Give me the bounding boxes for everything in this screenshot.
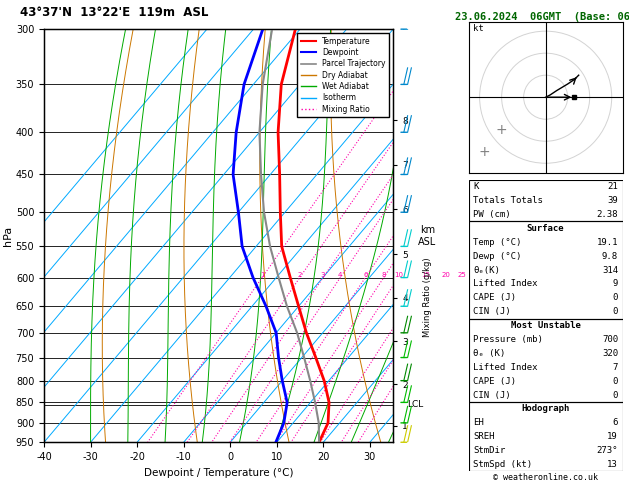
Text: Most Unstable: Most Unstable	[511, 321, 581, 330]
Text: 0: 0	[613, 307, 618, 316]
Text: 19: 19	[608, 432, 618, 441]
Text: 273°: 273°	[596, 446, 618, 455]
Text: CIN (J): CIN (J)	[473, 307, 511, 316]
Text: CAPE (J): CAPE (J)	[473, 294, 516, 302]
Text: PW (cm): PW (cm)	[473, 210, 511, 219]
Text: 9.8: 9.8	[602, 252, 618, 260]
Text: 0: 0	[613, 294, 618, 302]
Text: 8: 8	[381, 272, 386, 278]
Text: Lifted Index: Lifted Index	[473, 279, 538, 289]
Bar	[469, 319, 623, 402]
Text: kt: kt	[473, 24, 484, 33]
Legend: Temperature, Dewpoint, Parcel Trajectory, Dry Adiabat, Wet Adiabat, Isotherm, Mi: Temperature, Dewpoint, Parcel Trajectory…	[297, 33, 389, 117]
Text: SREH: SREH	[473, 432, 495, 441]
Bar	[469, 222, 623, 319]
Text: 20: 20	[442, 272, 450, 278]
Text: 3: 3	[321, 272, 325, 278]
Text: 320: 320	[602, 349, 618, 358]
Y-axis label: hPa: hPa	[3, 226, 13, 246]
Text: 19.1: 19.1	[596, 238, 618, 247]
Text: Surface: Surface	[527, 224, 564, 233]
Text: 10: 10	[394, 272, 403, 278]
Text: 23.06.2024  06GMT  (Base: 06): 23.06.2024 06GMT (Base: 06)	[455, 12, 629, 22]
Text: 0: 0	[613, 377, 618, 386]
Text: θₑ (K): θₑ (K)	[473, 349, 506, 358]
Text: Hodograph: Hodograph	[521, 404, 570, 414]
Text: Pressure (mb): Pressure (mb)	[473, 335, 543, 344]
Text: Temp (°C): Temp (°C)	[473, 238, 521, 247]
Text: 4: 4	[338, 272, 342, 278]
Text: Dewp (°C): Dewp (°C)	[473, 252, 521, 260]
Text: θₑ(K): θₑ(K)	[473, 265, 500, 275]
Text: StmSpd (kt): StmSpd (kt)	[473, 460, 532, 469]
Text: 0: 0	[613, 391, 618, 399]
Text: 6: 6	[363, 272, 367, 278]
Text: 39: 39	[608, 196, 618, 205]
Text: 43°37'N  13°22'E  119m  ASL: 43°37'N 13°22'E 119m ASL	[19, 6, 208, 19]
Text: 13: 13	[608, 460, 618, 469]
Text: 700: 700	[602, 335, 618, 344]
Text: CIN (J): CIN (J)	[473, 391, 511, 399]
Text: EH: EH	[473, 418, 484, 427]
Text: 2.38: 2.38	[596, 210, 618, 219]
Text: 21: 21	[608, 182, 618, 191]
Y-axis label: km
ASL: km ASL	[418, 225, 437, 246]
X-axis label: Dewpoint / Temperature (°C): Dewpoint / Temperature (°C)	[144, 468, 293, 478]
Text: StmDir: StmDir	[473, 446, 506, 455]
Text: 9: 9	[613, 279, 618, 289]
Text: 314: 314	[602, 265, 618, 275]
Text: Lifted Index: Lifted Index	[473, 363, 538, 372]
Text: 15: 15	[421, 272, 430, 278]
Text: 1: 1	[260, 272, 264, 278]
Text: Totals Totals: Totals Totals	[473, 196, 543, 205]
Text: 25: 25	[457, 272, 466, 278]
Bar	[469, 402, 623, 471]
Text: Mixing Ratio (g/kg): Mixing Ratio (g/kg)	[423, 258, 432, 337]
Text: K: K	[473, 182, 479, 191]
Text: +: +	[496, 123, 508, 137]
Text: 2: 2	[298, 272, 302, 278]
Text: 7: 7	[613, 363, 618, 372]
Text: +: +	[478, 145, 490, 159]
Text: © weatheronline.co.uk: © weatheronline.co.uk	[493, 473, 598, 482]
Text: 6: 6	[613, 418, 618, 427]
Text: LCL: LCL	[407, 400, 423, 409]
Text: CAPE (J): CAPE (J)	[473, 377, 516, 386]
Bar	[469, 180, 623, 222]
